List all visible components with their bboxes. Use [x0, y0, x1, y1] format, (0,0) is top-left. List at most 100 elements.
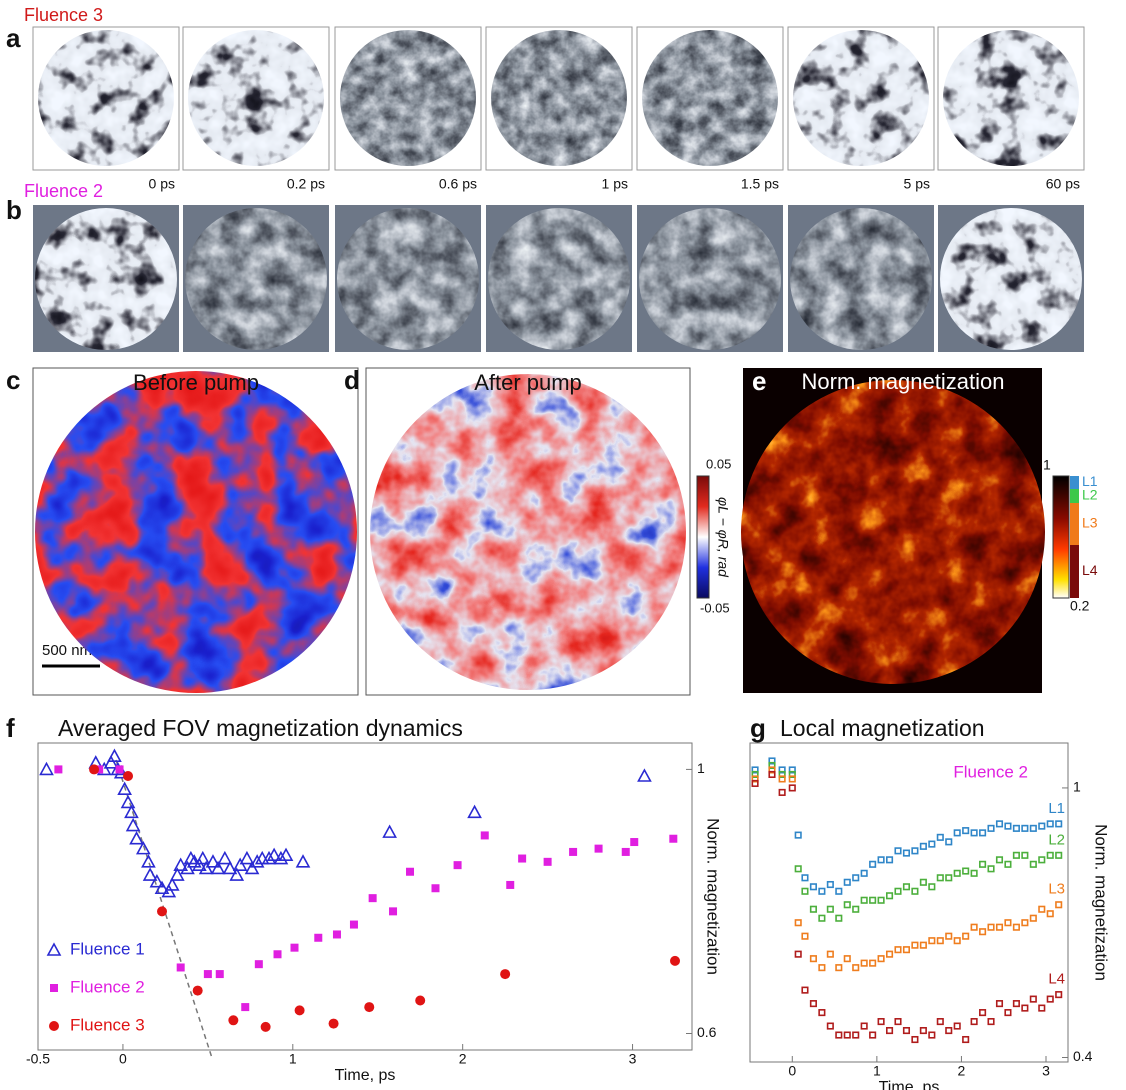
- marker: [369, 894, 377, 902]
- marker: [241, 853, 253, 864]
- marker: [971, 924, 977, 930]
- annotation: Fluence 2: [953, 762, 1028, 781]
- time-label: 60 ps: [1046, 176, 1080, 192]
- domain-image: [488, 208, 630, 350]
- domain-image: [337, 208, 479, 350]
- marker: [954, 938, 960, 944]
- marker: [887, 951, 893, 957]
- marker: [595, 845, 603, 853]
- domain-image: [38, 30, 174, 166]
- legend-label: L4: [1048, 971, 1065, 988]
- marker: [1022, 920, 1027, 926]
- marker: [895, 889, 901, 895]
- legend-label: Fluence 1: [70, 939, 145, 958]
- legend-label: L3: [1048, 881, 1065, 898]
- marker: [997, 924, 1003, 930]
- domain-image: [639, 208, 781, 350]
- panel-letter: g: [750, 713, 766, 743]
- domain-image: [340, 30, 476, 166]
- marker: [54, 765, 62, 773]
- marker: [122, 796, 134, 807]
- marker: [1005, 920, 1011, 926]
- marker: [980, 1010, 986, 1016]
- phase-map: [35, 371, 357, 693]
- marker: [963, 933, 969, 939]
- panel-letter: b: [6, 195, 22, 225]
- marker: [1039, 857, 1045, 863]
- marker: [997, 1001, 1003, 1007]
- colorbar-max: 1: [1043, 457, 1051, 473]
- marker: [878, 857, 884, 863]
- panel-title: Before pump: [133, 370, 259, 395]
- marker: [878, 1019, 884, 1025]
- marker: [295, 1005, 305, 1015]
- marker: [802, 933, 808, 939]
- marker: [828, 882, 834, 888]
- marker: [980, 830, 986, 836]
- marker: [204, 970, 212, 978]
- marker: [946, 933, 952, 939]
- marker: [828, 906, 834, 912]
- marker: [1022, 853, 1027, 859]
- y-tick-label: 1: [697, 760, 705, 776]
- level-label: L4: [1082, 562, 1098, 578]
- level-chip: [1070, 476, 1079, 489]
- marker: [123, 771, 133, 781]
- marker: [887, 893, 893, 899]
- marker: [50, 984, 58, 992]
- marker: [1005, 862, 1011, 868]
- panel-letter: c: [6, 365, 20, 395]
- legend-label: Fluence 3: [70, 1015, 145, 1034]
- marker: [669, 835, 677, 843]
- marker: [108, 750, 120, 761]
- marker: [929, 841, 935, 847]
- marker: [518, 855, 526, 863]
- panel-letter: d: [344, 365, 360, 395]
- marker: [946, 1028, 952, 1034]
- marker: [569, 848, 577, 856]
- marker: [795, 920, 801, 926]
- marker: [48, 944, 60, 955]
- marker: [836, 965, 842, 971]
- marker: [912, 848, 918, 854]
- level-chip: [1070, 489, 1079, 503]
- marker: [938, 938, 944, 944]
- marker: [790, 785, 796, 791]
- marker: [845, 1032, 851, 1038]
- marker: [988, 1019, 994, 1025]
- legend-label: L2: [1048, 831, 1065, 848]
- marker: [997, 821, 1003, 827]
- marker: [384, 826, 396, 837]
- marker: [811, 884, 817, 890]
- marker: [802, 987, 808, 993]
- y-axis-label: Norm. magnetization: [1092, 824, 1111, 981]
- marker: [1039, 1005, 1045, 1011]
- marker: [1014, 826, 1020, 832]
- marker: [921, 942, 927, 948]
- marker: [291, 944, 299, 952]
- marker: [853, 965, 859, 971]
- marker: [870, 862, 876, 868]
- marker: [228, 1015, 238, 1025]
- marker: [938, 835, 944, 841]
- marker: [630, 838, 638, 846]
- marker: [1031, 826, 1037, 832]
- marker: [954, 871, 960, 877]
- marker: [997, 857, 1003, 863]
- marker: [415, 995, 425, 1005]
- level-chip: [1070, 545, 1079, 598]
- marker: [811, 956, 817, 962]
- domain-image: [642, 30, 778, 166]
- marker: [1056, 992, 1062, 998]
- marker: [988, 826, 994, 832]
- x-tick-label: 0: [788, 1063, 796, 1079]
- marker: [481, 831, 489, 839]
- y-tick-label: 0.4: [1073, 1048, 1093, 1064]
- marker: [193, 986, 203, 996]
- chart-title: Averaged FOV magnetization dynamics: [58, 715, 463, 741]
- marker: [49, 1021, 59, 1031]
- marker: [929, 884, 935, 890]
- marker: [811, 906, 817, 912]
- marker: [216, 970, 224, 978]
- marker: [389, 907, 397, 915]
